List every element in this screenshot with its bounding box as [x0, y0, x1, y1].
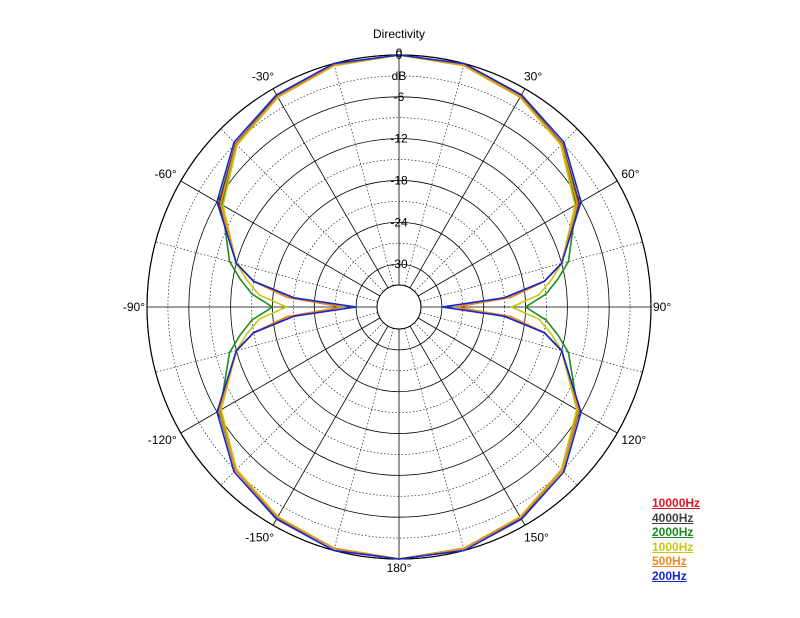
- angle-label: 180°: [387, 561, 412, 575]
- legend-item-10000Hz: 10000Hz: [652, 496, 701, 510]
- minor-spoke: [420, 312, 643, 373]
- angle-label: 30°: [524, 70, 542, 84]
- radial-tick-label: -6: [394, 90, 405, 104]
- polar-grid: [146, 54, 652, 560]
- chart-title: Directivity: [373, 27, 425, 41]
- major-spoke: [180, 180, 381, 297]
- inner-grid-circle: [376, 284, 422, 330]
- minor-spoke: [220, 128, 384, 292]
- angle-label: 0: [396, 46, 403, 60]
- minor-spoke: [220, 322, 384, 486]
- radial-tick-label: -30: [390, 257, 408, 271]
- angle-label: -60°: [154, 167, 176, 181]
- major-spoke: [272, 88, 389, 289]
- angle-label: -150°: [245, 530, 274, 544]
- angle-label: -30°: [252, 70, 274, 84]
- minor-spoke: [404, 63, 465, 286]
- series-line-200Hz: [216, 54, 582, 560]
- minor-spoke: [414, 128, 578, 292]
- legend-item-2000Hz: 2000Hz: [652, 525, 694, 539]
- angle-label: 150°: [524, 530, 549, 544]
- major-spoke: [409, 88, 526, 289]
- radial-tick-label: -18: [390, 173, 408, 187]
- minor-spoke: [333, 328, 394, 551]
- minor-spoke: [155, 241, 378, 302]
- radial-tick-label: 0: [396, 48, 403, 62]
- angle-label: 90°: [653, 300, 671, 314]
- minor-spoke: [155, 312, 378, 373]
- legend-item-1000Hz: 1000Hz: [652, 539, 694, 554]
- minor-spoke: [414, 322, 578, 486]
- minor-spoke: [404, 328, 465, 551]
- minor-spoke: [420, 241, 643, 302]
- legend-item-500Hz: 500Hz: [652, 554, 687, 568]
- radial-unit-label: dB: [392, 69, 407, 83]
- axis-labels: 0-6-12-18-24-30dB030°60°90°120°150°180°-…: [123, 46, 672, 575]
- major-spoke: [409, 325, 526, 526]
- legend-item-200Hz: 200Hz: [652, 568, 687, 583]
- angle-label: 120°: [621, 433, 646, 447]
- angle-label: -120°: [148, 433, 177, 447]
- radial-tick-label: -24: [390, 215, 408, 229]
- legend: 10000Hz 4000Hz 2000Hz 1000Hz 500Hz 200Hz: [652, 496, 700, 583]
- angle-label: -90°: [123, 300, 145, 314]
- series-group: [216, 54, 582, 560]
- legend-item-4000Hz: 4000Hz: [652, 510, 694, 525]
- major-spoke: [180, 317, 381, 434]
- minor-spoke: [333, 63, 394, 286]
- major-spoke: [417, 317, 618, 434]
- major-spoke: [417, 180, 618, 297]
- radial-tick-label: -12: [390, 132, 408, 146]
- major-spoke: [272, 325, 389, 526]
- angle-label: 60°: [621, 167, 639, 181]
